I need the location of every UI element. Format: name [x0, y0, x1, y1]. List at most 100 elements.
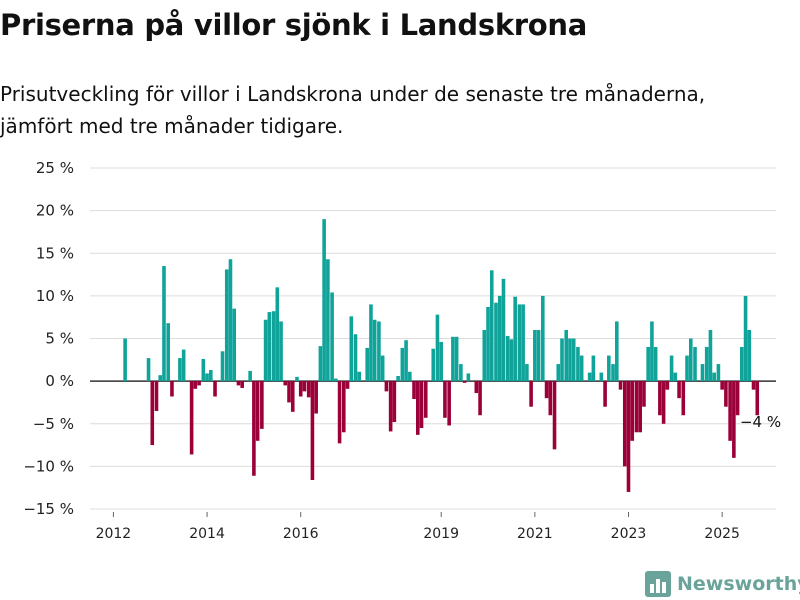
bar: [310, 381, 315, 481]
bar: [611, 364, 615, 382]
bar: [388, 381, 393, 432]
bar: [685, 355, 689, 382]
bar: [380, 355, 385, 382]
bar: [435, 314, 440, 382]
bar: [189, 381, 194, 455]
bar: [146, 358, 151, 382]
bar: [372, 319, 377, 382]
bar: [279, 321, 283, 382]
bar: [658, 381, 662, 416]
bar: [576, 347, 580, 382]
bar: [568, 338, 572, 382]
bar: [646, 347, 650, 382]
chart-subtitle: Prisutveckling för villor i Landskrona u…: [0, 82, 706, 138]
bar: [494, 302, 498, 382]
x-tick-label: 2021: [517, 526, 553, 542]
bar-chart-logo-icon: [645, 571, 671, 597]
bar: [197, 381, 201, 386]
bar: [178, 358, 182, 382]
bar: [521, 304, 525, 382]
bar: [365, 347, 369, 382]
bar: [454, 336, 459, 382]
bar: [232, 308, 237, 382]
bar: [525, 364, 529, 382]
chart-title: Priserna på villor sjönk i Landskrona: [0, 8, 588, 42]
bar: [505, 335, 510, 382]
bar: [735, 381, 740, 416]
bar: [552, 381, 557, 450]
bar: [330, 292, 334, 382]
bar: [263, 319, 268, 382]
bar: [626, 381, 631, 492]
gridlines: [90, 167, 776, 510]
x-tick-label: 2012: [96, 526, 132, 542]
bar: [283, 381, 288, 386]
x-tick-label: 2025: [704, 526, 740, 542]
bar: [716, 364, 721, 382]
bar: [166, 323, 170, 382]
bar: [740, 347, 744, 382]
bar: [732, 381, 736, 458]
bar: [591, 355, 596, 382]
bar: [415, 381, 420, 435]
bar-chart: 25 % 20 % 15 % 10 % 5 % 0 % −5 % −10 % −15 % 201…: [23, 159, 781, 542]
bar: [181, 349, 186, 382]
y-tick-label: 20 %: [36, 202, 74, 220]
bar: [544, 381, 549, 399]
bar: [509, 339, 514, 382]
bar: [638, 381, 642, 433]
x-tick-label: 2019: [423, 526, 459, 542]
bar: [630, 381, 635, 441]
bar: [579, 355, 584, 382]
bar: [513, 296, 517, 382]
bar: [193, 381, 198, 389]
bar: [306, 381, 311, 398]
bar: [720, 381, 724, 390]
bar: [459, 364, 463, 382]
bar: [170, 381, 174, 397]
bar: [357, 371, 362, 382]
bar: [260, 381, 264, 429]
bar: [466, 373, 471, 382]
bar: [443, 381, 447, 418]
bar: [295, 376, 299, 382]
bar: [642, 381, 646, 407]
y-tick-label: 5 %: [45, 330, 74, 348]
bar: [743, 295, 748, 382]
bar: [150, 381, 155, 446]
bar: [240, 381, 244, 388]
bar: [322, 219, 326, 382]
x-tick-label: 2014: [189, 526, 225, 542]
bar: [536, 329, 541, 382]
bar: [607, 355, 611, 382]
bar: [622, 381, 627, 467]
bar: [548, 381, 553, 416]
bar: [255, 381, 260, 441]
bar: [603, 381, 607, 407]
y-tick-label: 0 %: [45, 372, 74, 390]
bar: [478, 381, 482, 416]
bar: [451, 336, 455, 382]
bar: [688, 338, 693, 382]
bar: [517, 304, 522, 382]
bar: [489, 270, 494, 382]
bar: [681, 381, 686, 416]
bar: [560, 338, 564, 382]
bar: [287, 381, 291, 403]
bar: [693, 347, 697, 382]
bar: [712, 372, 716, 382]
bar: [252, 381, 256, 476]
bar: [404, 340, 408, 382]
bar: [704, 347, 709, 382]
bar: [154, 381, 159, 411]
bar: [267, 312, 272, 382]
bar: [599, 372, 604, 382]
bar: [408, 371, 412, 382]
bar: [349, 316, 354, 382]
y-tick-label: 15 %: [36, 244, 74, 262]
bar: [587, 372, 592, 382]
x-tick-label: 2016: [283, 526, 319, 542]
bar: [123, 338, 127, 382]
bar: [412, 381, 416, 400]
annotations: −4 %: [740, 413, 781, 431]
